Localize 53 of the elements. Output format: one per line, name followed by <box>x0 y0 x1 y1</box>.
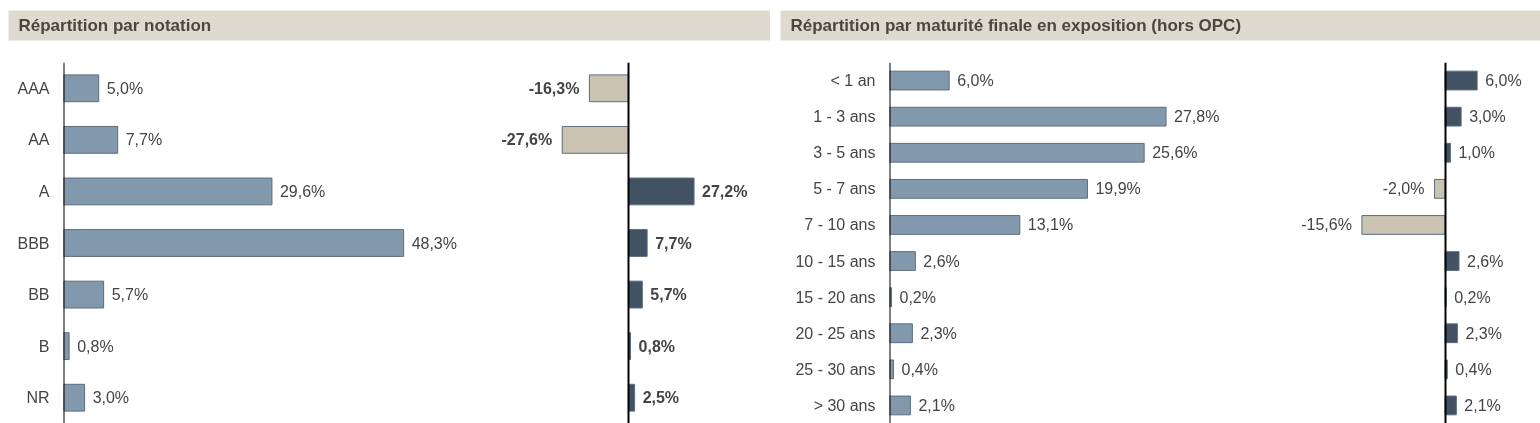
data-label: 3,0% <box>92 389 130 407</box>
data-label: -16,3% <box>528 79 580 97</box>
y-tick-label: AA <box>28 131 50 149</box>
data-label: 19,9% <box>1095 180 1141 198</box>
data-label: 6,0% <box>957 72 994 90</box>
chart-title: Répartition par notation <box>18 16 212 35</box>
data-label: 0,2% <box>1454 288 1491 306</box>
data-label: 0,2% <box>899 288 936 306</box>
y-tick-label: 7 - 10 ans <box>804 216 876 234</box>
data-label: 2,1% <box>1464 396 1501 414</box>
y-tick-label: BB <box>28 286 50 304</box>
y-tick-label: A <box>38 182 50 200</box>
y-tick-label: < 1 an <box>830 72 876 90</box>
data-label: 48,3% <box>411 234 458 252</box>
data-label: 27,2% <box>702 182 748 200</box>
y-tick-label: NR <box>26 389 50 407</box>
data-label: 2,6% <box>923 252 960 270</box>
data-label: 7,7% <box>655 234 692 252</box>
y-tick-label: 5 - 7 ans <box>813 180 876 198</box>
data-label: -2,0% <box>1382 180 1425 198</box>
data-label: 29,6% <box>279 182 326 200</box>
data-label: 0,8% <box>638 337 676 355</box>
data-label: -15,6% <box>1301 216 1352 234</box>
y-tick-label: 20 - 25 ans <box>795 324 876 342</box>
chart-title: Répartition par maturité finale en exposition (hors OPC) <box>790 16 1242 35</box>
data-label: 2,3% <box>1465 324 1502 342</box>
data-label: 5,7% <box>650 286 687 304</box>
data-label: 2,5% <box>642 389 680 407</box>
data-label: 2,6% <box>1467 252 1504 270</box>
y-tick-label: B <box>38 337 50 355</box>
data-label: 27,8% <box>1174 108 1220 126</box>
data-label: 13,1% <box>1027 216 1074 234</box>
y-tick-label: > 30 ans <box>813 396 876 414</box>
data-label: 5,0% <box>106 79 144 97</box>
data-label: 1,0% <box>1458 144 1495 162</box>
y-tick-label: 3 - 5 ans <box>813 144 876 162</box>
y-tick-label: 10 - 15 ans <box>795 252 876 270</box>
data-label: 2,1% <box>918 396 955 414</box>
data-label: 7,7% <box>125 131 163 149</box>
data-label: 6,0% <box>1485 72 1522 90</box>
y-tick-label: 25 - 30 ans <box>795 360 876 378</box>
data-label: 0,8% <box>77 337 114 355</box>
data-label: 5,7% <box>111 286 149 304</box>
data-label: 2,3% <box>920 324 957 342</box>
data-label: 25,6% <box>1152 144 1198 162</box>
data-label: -27,6% <box>501 131 553 149</box>
y-tick-label: 15 - 20 ans <box>795 288 876 306</box>
data-label: 0,4% <box>1455 360 1492 378</box>
y-tick-label: 1 - 3 ans <box>813 108 876 126</box>
data-label: 0,4% <box>901 360 938 378</box>
y-tick-label: BBB <box>17 234 50 252</box>
y-tick-label: AAA <box>17 79 50 97</box>
data-label: 3,0% <box>1469 108 1506 126</box>
